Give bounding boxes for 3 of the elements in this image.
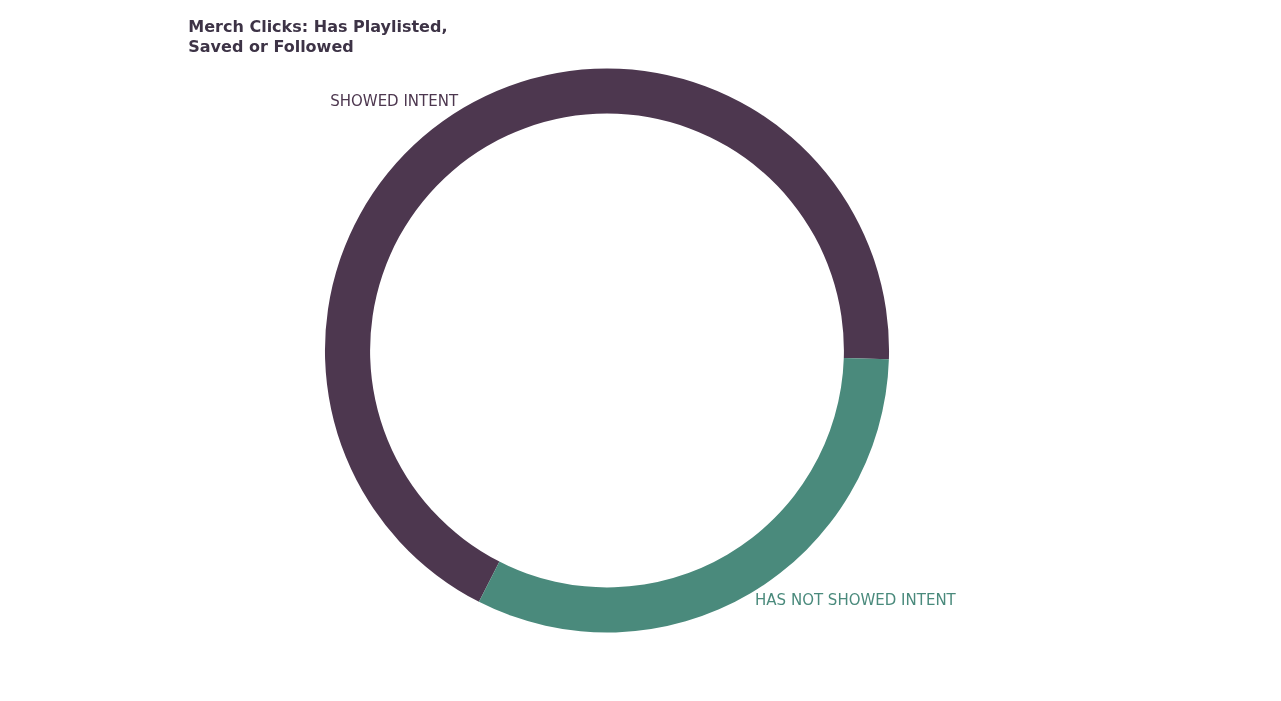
chart-title: Merch Clicks: Has Playlisted, Saved or Followed xyxy=(188,16,448,57)
slice-label: SHOWED INTENT xyxy=(330,92,459,111)
slice-label: HAS NOT SHOWED INTENT xyxy=(755,590,957,609)
